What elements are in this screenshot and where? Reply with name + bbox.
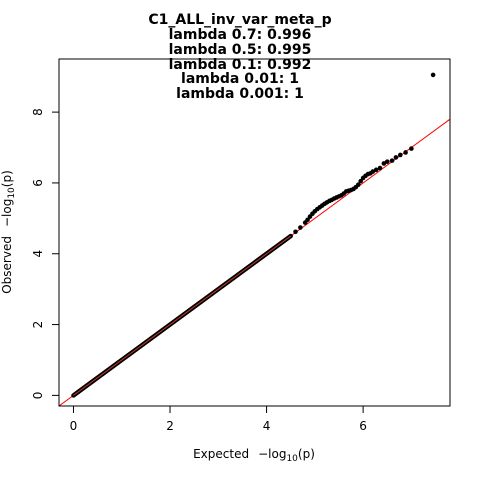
x-tick-label: 0 [70, 419, 78, 433]
y-tick-label: 2 [31, 321, 45, 329]
x-tick-label: 2 [166, 419, 174, 433]
x-axis-title: Expected −log10(p) [193, 447, 315, 464]
x-tick-label: 4 [263, 419, 271, 433]
lambda-line-4: lambda 0.01: 1 [181, 71, 299, 87]
plot-frame [58, 58, 451, 407]
data-point [355, 182, 361, 187]
chart-title: C1_ALL_inv_var_meta_p [148, 12, 332, 28]
observed-points-band-center [73, 235, 291, 396]
data-point [293, 229, 298, 235]
data-point [389, 158, 395, 163]
y-tick-label: 8 [31, 108, 45, 116]
lambda-line-3: lambda 0.1: 0.992 [168, 57, 312, 73]
y-axis-title: Observed−log10(p) [0, 170, 17, 294]
data-point [384, 159, 390, 164]
y-tick-label: 6 [31, 179, 45, 187]
data-point [381, 161, 387, 166]
lambda-line-5: lambda 0.001: 1 [176, 86, 304, 102]
data-point [305, 217, 310, 223]
data-point [409, 146, 414, 151]
y-tick-label: 0 [31, 392, 45, 400]
data-point [298, 225, 303, 230]
data-point [358, 178, 363, 184]
data-point [370, 169, 376, 174]
points-group [293, 72, 436, 235]
plot-area [59, 72, 450, 406]
data-point [373, 167, 379, 173]
data-point [377, 165, 383, 171]
x-axis: 0 2 4 6 [70, 405, 367, 433]
x-tick-label: 6 [359, 419, 367, 433]
y-axis: 0 2 4 6 8 [31, 108, 60, 400]
lambda-line-2: lambda 0.5: 0.995 [168, 42, 312, 58]
data-point [430, 72, 436, 78]
data-point [393, 155, 399, 160]
y-tick-label: 4 [31, 250, 45, 258]
data-point [403, 150, 408, 155]
lambda-line-1: lambda 0.7: 0.996 [168, 27, 312, 43]
data-point [397, 152, 403, 158]
